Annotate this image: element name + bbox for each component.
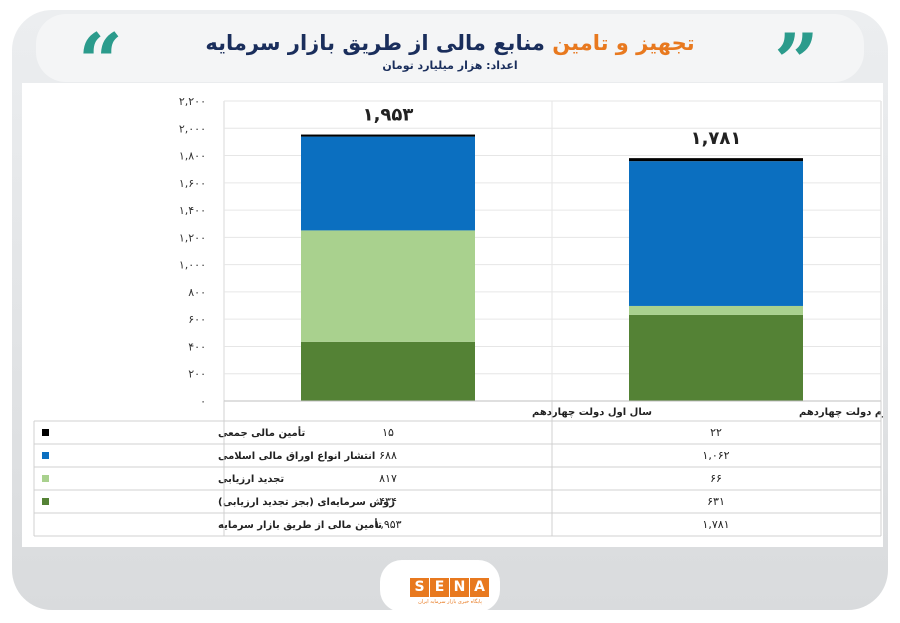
logo-letter: S: [410, 578, 429, 597]
table-cell: ۴۳۴: [379, 495, 397, 508]
bar-segment-crowdfunding: [629, 158, 803, 162]
y-tick-label: ۰: [200, 395, 206, 408]
stacked-bar-chart: ۰ ۲۰۰ ۴۰۰ ۶۰۰ ۸۰۰ ۱,۰۰۰ ۱,۲۰۰ ۱,۴۰۰ ۱,۶۰۰ ۱,۸۰۰ ۲,…: [33, 95, 900, 537]
y-tick-label: ۱,۲۰۰: [179, 231, 206, 244]
table-cell: ۶۶: [710, 472, 722, 485]
table-cell: ۱,۰۶۲: [702, 449, 729, 462]
category-label: سال اول دولت چهاردهم: [532, 407, 652, 418]
bar-segment-capital: [301, 341, 475, 401]
title-main: منابع مالی از طریق بازار سرمایه: [205, 31, 545, 55]
bar-segment-revaluation: [629, 305, 803, 315]
y-tick-label: ۲,۲۰۰: [179, 95, 206, 108]
table-row-label: تأمین مالی از طریق بازار سرمایه: [218, 518, 382, 531]
chart-panel: ۰ ۲۰۰ ۴۰۰ ۶۰۰ ۸۰۰ ۱,۰۰۰ ۱,۲۰۰ ۱,۴۰۰ ۱,۶۰۰ ۱,۸۰۰ ۲,…: [22, 83, 900, 547]
logo-letter: A: [470, 578, 489, 597]
y-tick-label: ۱,۴۰۰: [179, 204, 206, 217]
y-tick-label: ۱,۶۰۰: [179, 177, 206, 190]
logo-letter: E: [430, 578, 449, 597]
bar-segment-revaluation: [301, 230, 475, 342]
bar-total-label: ۱,۹۵۳: [363, 105, 414, 126]
bar-segment-bonds: [301, 136, 475, 231]
table-cell: ۱۵: [382, 426, 394, 439]
logo-letter: N: [450, 578, 469, 597]
legend-swatch: [42, 429, 49, 436]
y-tick-label: ۶۰۰: [188, 313, 206, 326]
chart-title: تجهیز و تامین منابع مالی از طریق بازار س…: [36, 30, 864, 56]
logo-tagline: پایگاه خبری بازار سرمایه ایران: [418, 599, 482, 605]
table-cell: ۶۸۸: [379, 449, 397, 462]
y-tick-label: ۸۰۰: [188, 286, 206, 299]
legend-swatch: [42, 498, 49, 505]
bar-segment-capital: [629, 314, 803, 401]
y-tick-label: ۴۰۰: [188, 340, 206, 353]
title-highlight: تجهیز و تامین: [552, 31, 695, 55]
header: “ ” تجهیز و تامین منابع مالی از طریق باز…: [36, 14, 864, 102]
category-label: سال دوم دولت چهاردهم: [799, 407, 883, 418]
bar-total-label: ۱,۷۸۱: [691, 128, 742, 149]
y-tick-label: ۱,۸۰۰: [179, 150, 206, 163]
legend-swatch: [42, 475, 49, 482]
y-tick-label: ۱,۰۰۰: [179, 259, 206, 272]
bar-segment-bonds: [629, 161, 803, 306]
table-cell: ۱,۷۸۱: [702, 518, 729, 531]
table-cell: ۸۱۷: [379, 472, 397, 485]
bar-segment-crowdfunding: [301, 134, 475, 137]
table-cell: ۶۳۱: [707, 495, 725, 508]
table-cell: ۱,۹۵۳: [374, 518, 401, 531]
legend-swatch: [42, 452, 49, 459]
y-tick-label: ۲۰۰: [188, 368, 206, 381]
y-tick-label: ۲,۰۰۰: [179, 122, 206, 135]
table-row-label: روش سرمایه‌ای (بجز تجدید ارزیابی): [218, 497, 395, 508]
table-row-label: تأمین مالی جمعی: [218, 426, 305, 439]
table-row-label: تجدید ارزیابی: [218, 474, 284, 485]
table-row-label: انتشار انواع اوراق مالی اسلامی: [218, 451, 375, 462]
table-cell: ۲۲: [710, 426, 722, 439]
chart-subtitle: اعداد: هزار میلیارد تومان: [382, 59, 518, 72]
